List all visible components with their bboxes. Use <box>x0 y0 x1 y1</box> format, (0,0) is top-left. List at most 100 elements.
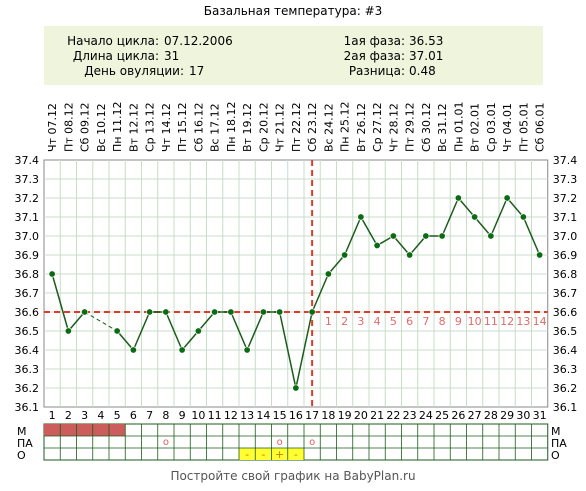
series-segment <box>457 197 476 218</box>
date-label: Чт 28.12 <box>387 103 400 152</box>
y-tick-label: 36.7 <box>15 287 40 300</box>
series-segment <box>295 311 313 389</box>
pa-mark: o <box>163 437 169 448</box>
x-tick-label: 10 <box>191 409 205 422</box>
o-cell-filled <box>287 448 304 460</box>
date-label: Ср 27.12 <box>371 102 384 152</box>
data-point <box>536 251 544 259</box>
cycle-length-label: Длина цикла: <box>73 49 159 63</box>
y-tick-label: 37.4 <box>553 154 578 167</box>
cycle-length-value: 31 <box>164 49 179 63</box>
series-segment <box>441 197 460 237</box>
date-labels: Чт 07.12 Пт 08.12 Сб 09.12 Вс 10.12 Пн 11.12… <box>46 102 547 152</box>
date-label: Чт 21.12 <box>274 103 287 152</box>
x-tick-label: 2 <box>65 409 72 422</box>
x-tick-label: 20 <box>354 409 368 422</box>
data-point <box>178 346 186 354</box>
data-point <box>81 308 89 316</box>
date-label: Вт 19.12 <box>241 103 254 152</box>
x-tick-label: 8 <box>162 409 169 422</box>
series-segment <box>327 254 346 275</box>
y-tick-label: 36.5 <box>553 325 578 338</box>
y-tick-label: 37.1 <box>553 211 578 224</box>
y-tick-label: 37.4 <box>15 154 40 167</box>
series-segment <box>165 311 183 351</box>
date-label: Пн 18.12 <box>225 102 238 152</box>
phase2-day-number: 6 <box>406 315 413 328</box>
x-tick-label: 24 <box>419 409 433 422</box>
date-label: Вс 24.12 <box>322 103 335 152</box>
series-segment <box>246 311 265 351</box>
data-point <box>324 270 332 278</box>
x-tick-label: 21 <box>370 409 384 422</box>
data-point <box>259 308 267 316</box>
row-pa-label-right: ПА <box>551 437 567 450</box>
date-label: Пт 08.12 <box>62 102 75 152</box>
y-tick-label: 36.9 <box>553 249 578 262</box>
y-tick-label: 36.1 <box>553 401 578 414</box>
data-point <box>243 346 251 354</box>
cycle-start-label: Начало цикла: <box>67 34 159 48</box>
date-label: Пн 11.12 <box>111 102 124 152</box>
y-tick-label: 36.7 <box>553 287 578 300</box>
series-segment <box>67 311 86 332</box>
date-label: Вт 02.01 <box>469 103 482 152</box>
m-cell-filled <box>60 424 77 436</box>
y-tick-label: 36.3 <box>15 363 40 376</box>
y-axis-left: 37.4 37.3 37.2 37.1 37.0 36.9 36.8 36.7 36.6 36.5… <box>15 154 40 414</box>
date-label: Сб 16.12 <box>192 103 205 152</box>
x-tick-label: 1 <box>49 409 56 422</box>
date-label: Пт 22.12 <box>290 102 303 152</box>
series-segment <box>311 273 330 313</box>
x-tick-label: 4 <box>97 409 104 422</box>
cycle-start-value: 07.12.2006 <box>164 34 233 48</box>
phase2-day-number: 5 <box>390 315 397 328</box>
date-label: Ср 20.12 <box>257 102 270 152</box>
grid <box>43 159 549 408</box>
series-segment <box>522 216 541 256</box>
phase2-day-number: 4 <box>374 315 381 328</box>
ovulation-day-label: День овуляции: <box>84 64 184 78</box>
date-label: Вс 31.12 <box>436 103 449 152</box>
phase2-day-number: 2 <box>341 315 348 328</box>
m-cell-filled <box>76 424 93 436</box>
date-label: Сб 06.01 <box>534 103 547 152</box>
data-point <box>129 346 137 354</box>
date-label: Сб 30.12 <box>420 103 433 152</box>
data-point <box>487 232 495 240</box>
y-tick-label: 36.6 <box>553 306 578 319</box>
phase2-day-number: 12 <box>500 315 514 328</box>
data-point <box>519 213 527 221</box>
data-point <box>292 384 300 392</box>
series-segment <box>506 197 524 218</box>
date-label: Ср 03.01 <box>485 102 498 152</box>
date-label: Вт 12.12 <box>127 103 140 152</box>
row-o-label-left: О <box>17 449 26 462</box>
pa-mark: o <box>309 437 315 448</box>
x-tick-label: 28 <box>484 409 498 422</box>
m-cell-filled <box>92 424 109 436</box>
phase2-day-number: 13 <box>516 315 530 328</box>
data-point <box>503 194 511 202</box>
date-label: Вс 10.12 <box>95 103 108 152</box>
series-segment <box>230 311 248 351</box>
o-cell-filled <box>271 448 288 460</box>
ovulation-day-value: 17 <box>189 64 204 78</box>
o-cell-filled <box>255 448 272 460</box>
pa-mark: o <box>277 437 283 448</box>
phase1-value: 36.53 <box>409 34 443 48</box>
row-pa-label-left: ПА <box>17 437 33 450</box>
x-tick-label: 25 <box>435 409 449 422</box>
y-tick-label: 36.8 <box>15 268 40 281</box>
date-label: Чт 14.12 <box>160 103 173 152</box>
y-tick-label: 37.0 <box>553 230 578 243</box>
y-tick-label: 36.6 <box>15 306 40 319</box>
x-tick-label: 23 <box>403 409 417 422</box>
x-tick-label: 30 <box>516 409 530 422</box>
footer-link[interactable]: Постройте свой график на BabyPlan.ru <box>170 469 415 483</box>
o-mark: - <box>261 448 265 461</box>
temperature-series <box>48 194 544 392</box>
x-tick-label: 12 <box>224 409 238 422</box>
bottom-rows: o o o- - + - <box>43 423 549 461</box>
